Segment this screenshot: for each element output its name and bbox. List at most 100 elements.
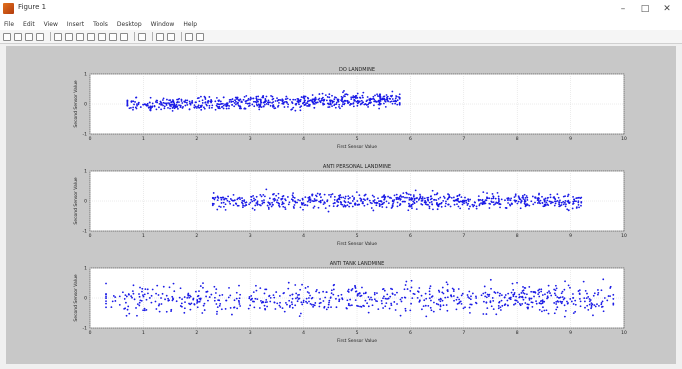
data-point (172, 100, 175, 102)
data-point (598, 304, 600, 307)
data-point (324, 207, 327, 210)
data-point (319, 101, 322, 104)
pan-icon[interactable] (87, 32, 95, 41)
data-point (275, 194, 278, 197)
data-point (482, 300, 485, 303)
hide-tools-icon[interactable] (185, 32, 193, 41)
data-point (299, 206, 302, 209)
legend-icon[interactable] (167, 32, 175, 41)
data-point (457, 205, 460, 208)
data-point (301, 303, 304, 306)
data-point (439, 300, 442, 303)
data-point (458, 193, 461, 196)
data-point (311, 194, 314, 197)
data-point (304, 196, 307, 199)
menu-window[interactable]: Window (150, 20, 175, 28)
data-point (212, 192, 215, 194)
data-point (271, 98, 274, 101)
data-cursor-icon[interactable] (109, 32, 117, 41)
data-point (200, 95, 202, 98)
zoom-out-icon[interactable] (76, 32, 84, 41)
dock-icon[interactable] (196, 32, 204, 41)
data-point (358, 194, 361, 197)
data-point (126, 104, 129, 107)
data-point (560, 201, 563, 204)
zoom-in-icon[interactable] (65, 32, 73, 41)
data-point (550, 202, 552, 205)
data-point (574, 310, 577, 313)
data-point (167, 299, 170, 302)
data-point (249, 304, 252, 307)
data-point (284, 208, 287, 211)
x-tick-label: 6 (409, 233, 412, 239)
data-point (183, 101, 186, 103)
data-point (276, 302, 279, 305)
data-point (242, 204, 245, 207)
maximize-button[interactable]: □ (640, 4, 650, 14)
data-point (580, 196, 583, 199)
data-point (138, 301, 141, 304)
data-point (519, 207, 522, 210)
data-point (498, 294, 501, 297)
print-icon[interactable] (36, 32, 44, 41)
menu-view[interactable]: View (43, 20, 58, 28)
data-point (180, 302, 183, 305)
brush-icon[interactable] (120, 32, 128, 41)
data-point (114, 300, 117, 302)
data-point (296, 300, 299, 303)
data-point (214, 100, 217, 103)
link-icon[interactable] (138, 32, 146, 41)
x-tick-label: 10 (621, 330, 627, 336)
rotate-icon[interactable] (98, 32, 106, 41)
data-point (431, 189, 434, 192)
close-button[interactable]: ✕ (663, 4, 671, 14)
data-point (258, 108, 261, 111)
data-point (219, 100, 222, 103)
open-icon[interactable] (14, 32, 22, 41)
data-point (597, 289, 599, 291)
data-point (348, 101, 351, 104)
menu-desktop[interactable]: Desktop (116, 20, 142, 28)
data-point (335, 306, 338, 309)
data-point (391, 90, 394, 93)
data-point (366, 96, 369, 98)
menu-help[interactable]: Help (183, 20, 198, 28)
data-point (305, 300, 307, 303)
data-point (175, 103, 178, 106)
colorbar-icon[interactable] (156, 32, 164, 41)
pointer-icon[interactable] (54, 32, 62, 41)
data-point (554, 198, 557, 201)
data-point (328, 103, 330, 106)
data-point (542, 301, 544, 303)
data-point (554, 289, 557, 292)
new-figure-icon[interactable] (3, 32, 11, 41)
data-point (308, 297, 310, 299)
data-point (577, 290, 580, 292)
menu-tools[interactable]: Tools (93, 20, 108, 28)
data-point (521, 296, 524, 299)
data-point (225, 299, 228, 302)
data-point (196, 299, 199, 301)
data-point (269, 300, 272, 303)
minimize-button[interactable]: – (620, 4, 626, 14)
data-point (590, 302, 593, 305)
data-point (306, 204, 309, 207)
data-point (105, 300, 107, 302)
data-point (366, 203, 369, 206)
data-point (543, 203, 546, 206)
data-point (257, 95, 260, 98)
save-icon[interactable] (25, 32, 33, 41)
data-point (288, 299, 291, 302)
menu-edit[interactable]: Edit (23, 20, 35, 28)
data-point (245, 102, 247, 105)
data-point (364, 299, 367, 302)
data-point (425, 315, 428, 318)
data-point (340, 196, 343, 199)
data-point (504, 294, 507, 296)
y-tick-label: 1 (84, 266, 87, 272)
data-point (233, 306, 235, 309)
menu-file[interactable]: File (4, 20, 15, 28)
data-point (291, 297, 294, 300)
menu-insert[interactable]: Insert (66, 20, 85, 28)
data-point (360, 294, 363, 297)
